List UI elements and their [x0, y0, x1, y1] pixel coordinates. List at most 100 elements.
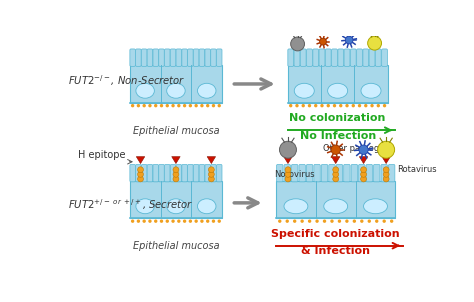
FancyBboxPatch shape: [382, 49, 387, 66]
Circle shape: [172, 104, 175, 107]
FancyBboxPatch shape: [321, 165, 328, 182]
Circle shape: [200, 220, 204, 223]
FancyBboxPatch shape: [217, 49, 222, 66]
Circle shape: [291, 37, 304, 51]
Text: Epithelial mucosa: Epithelial mucosa: [133, 241, 219, 251]
FancyBboxPatch shape: [153, 165, 158, 182]
FancyBboxPatch shape: [366, 165, 373, 182]
Circle shape: [353, 220, 356, 223]
Circle shape: [301, 104, 305, 107]
Text: & Infection: & Infection: [301, 246, 370, 256]
FancyBboxPatch shape: [329, 165, 335, 182]
Circle shape: [154, 220, 157, 223]
FancyBboxPatch shape: [130, 165, 136, 182]
Polygon shape: [207, 157, 216, 164]
Polygon shape: [172, 157, 180, 164]
Circle shape: [143, 104, 146, 107]
FancyBboxPatch shape: [159, 49, 164, 66]
FancyBboxPatch shape: [344, 165, 350, 182]
Circle shape: [364, 104, 367, 107]
FancyBboxPatch shape: [217, 165, 222, 182]
Circle shape: [320, 104, 324, 107]
Circle shape: [206, 104, 210, 107]
FancyBboxPatch shape: [313, 49, 319, 66]
Circle shape: [338, 220, 341, 223]
Circle shape: [339, 104, 342, 107]
FancyBboxPatch shape: [369, 49, 375, 66]
Text: $\mathit{FUT2}^{-/-}$, Non-Secretor: $\mathit{FUT2}^{-/-}$, Non-Secretor: [68, 73, 186, 88]
Circle shape: [333, 104, 336, 107]
FancyBboxPatch shape: [294, 49, 300, 66]
Circle shape: [209, 167, 214, 173]
Circle shape: [137, 220, 140, 223]
Circle shape: [177, 220, 181, 223]
Ellipse shape: [284, 199, 308, 214]
FancyBboxPatch shape: [176, 165, 182, 182]
Text: Norovirus: Norovirus: [273, 170, 314, 179]
Text: $\mathit{FUT2}^{+/-\ \mathit{or}\ +/+}$, Secretor: $\mathit{FUT2}^{+/-\ \mathit{or}\ +/+}$,…: [68, 198, 193, 212]
Circle shape: [173, 176, 179, 182]
FancyBboxPatch shape: [193, 165, 199, 182]
Circle shape: [209, 172, 214, 177]
Circle shape: [361, 172, 366, 177]
Bar: [288, 65, 388, 103]
FancyBboxPatch shape: [307, 49, 312, 66]
FancyBboxPatch shape: [182, 165, 187, 182]
Circle shape: [143, 220, 146, 223]
Circle shape: [333, 176, 338, 182]
Ellipse shape: [136, 199, 155, 214]
FancyBboxPatch shape: [292, 165, 298, 182]
FancyBboxPatch shape: [359, 165, 365, 182]
Text: Other pathogens: Other pathogens: [323, 144, 394, 153]
FancyBboxPatch shape: [211, 165, 216, 182]
Circle shape: [189, 220, 192, 223]
FancyBboxPatch shape: [141, 165, 147, 182]
Circle shape: [148, 104, 152, 107]
Circle shape: [377, 104, 380, 107]
Circle shape: [375, 220, 378, 223]
Circle shape: [165, 220, 169, 223]
Circle shape: [330, 220, 334, 223]
Circle shape: [209, 176, 214, 182]
Circle shape: [289, 104, 292, 107]
FancyBboxPatch shape: [356, 49, 363, 66]
Circle shape: [137, 167, 144, 173]
FancyBboxPatch shape: [381, 165, 387, 182]
Polygon shape: [382, 157, 391, 164]
Circle shape: [194, 220, 198, 223]
Circle shape: [200, 104, 204, 107]
FancyBboxPatch shape: [147, 165, 153, 182]
FancyBboxPatch shape: [205, 49, 210, 66]
Circle shape: [370, 104, 374, 107]
Circle shape: [165, 104, 169, 107]
FancyBboxPatch shape: [199, 165, 205, 182]
Circle shape: [189, 104, 192, 107]
Circle shape: [278, 220, 282, 223]
FancyBboxPatch shape: [325, 49, 331, 66]
FancyBboxPatch shape: [319, 49, 325, 66]
Circle shape: [285, 176, 291, 182]
Circle shape: [137, 104, 140, 107]
FancyBboxPatch shape: [389, 165, 395, 182]
Circle shape: [131, 104, 134, 107]
FancyBboxPatch shape: [276, 165, 283, 182]
Circle shape: [368, 36, 382, 50]
Circle shape: [285, 172, 291, 177]
Ellipse shape: [167, 83, 185, 98]
Circle shape: [206, 220, 210, 223]
Circle shape: [327, 104, 330, 107]
Circle shape: [378, 141, 395, 158]
FancyBboxPatch shape: [130, 49, 136, 66]
Circle shape: [383, 176, 389, 182]
Circle shape: [361, 167, 366, 173]
FancyBboxPatch shape: [375, 49, 381, 66]
Bar: [130, 65, 222, 103]
FancyBboxPatch shape: [284, 165, 291, 182]
Ellipse shape: [198, 83, 216, 98]
Circle shape: [383, 220, 386, 223]
Circle shape: [183, 104, 186, 107]
Ellipse shape: [198, 199, 216, 214]
Text: No Infection: No Infection: [300, 131, 376, 141]
Circle shape: [333, 172, 338, 177]
Bar: [276, 181, 395, 218]
